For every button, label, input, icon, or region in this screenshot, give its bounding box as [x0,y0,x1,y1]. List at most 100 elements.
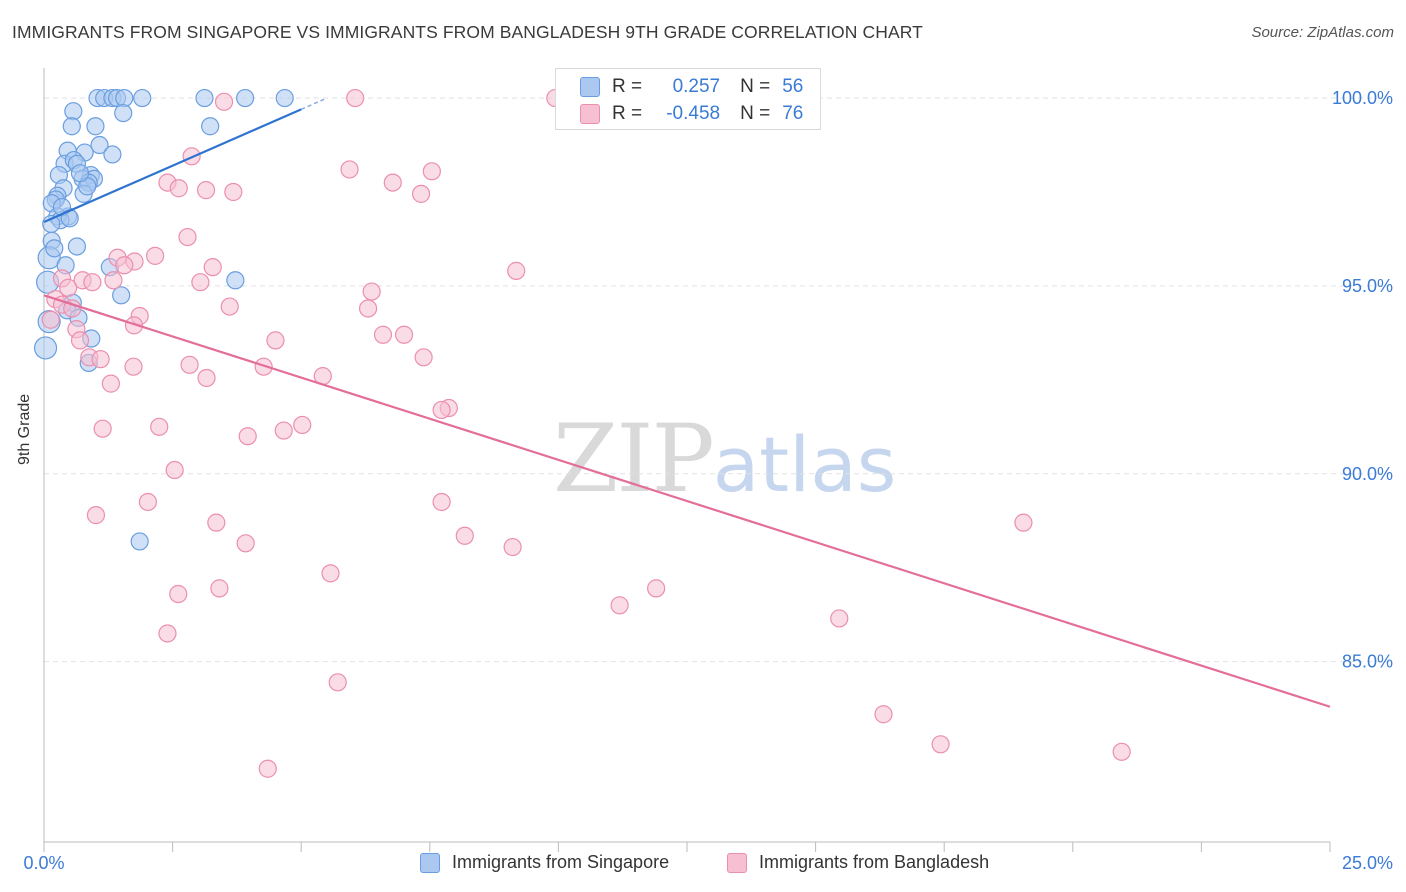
bangladesh-point [83,273,102,292]
singapore-point [86,117,105,136]
source-credit: Source: ZipAtlas.com [1251,24,1394,41]
bangladesh-swatch [727,852,747,873]
bangladesh-point [455,526,474,545]
legend-label: Immigrants from Singapore [452,852,670,872]
bangladesh-point [169,179,188,198]
bangladesh-point [91,350,110,369]
bangladesh-point [115,256,134,275]
singapore-point [133,88,152,108]
watermark-zip: ZIP [553,405,715,514]
bangladesh-point [1112,742,1131,761]
legend-item-singapore[interactable]: Immigrants from Singapore [420,852,669,873]
bangladesh-point [207,513,226,532]
bangladesh-point [41,310,60,329]
bangladesh-point [150,417,169,436]
bangladesh-point [180,355,199,374]
singapore-point [275,88,294,108]
singapore-point [114,103,133,123]
bangladesh-point [394,325,414,344]
bangladesh-point [432,492,451,512]
singapore-point [67,237,87,256]
singapore-point [64,102,83,121]
bangladesh-point [411,184,431,203]
n-value: 56 [782,76,804,97]
singapore-point [112,286,131,305]
bangladesh-point [178,227,197,247]
bangladesh-point [293,415,312,435]
singapore-swatch [580,77,600,97]
bangladesh-point [931,735,950,754]
bangladesh-point [138,492,158,512]
n-value: 76 [782,103,804,124]
r-label: R = [612,103,643,124]
watermark-atlas: atlas [712,420,897,509]
singapore-point [226,271,245,290]
bangladesh-point [191,273,210,292]
bangladesh-point [346,88,365,108]
bangladesh-point [59,278,78,297]
singapore-swatch [420,852,440,873]
bangladesh-point [422,162,441,181]
singapore-point [70,164,90,183]
bangladesh-point [362,282,381,301]
legend-label: Immigrants from Bangladesh [759,852,990,872]
bangladesh-point [165,460,184,480]
bottom-legend: Immigrants from Singapore Immigrants fro… [0,852,1406,878]
bangladesh-point [158,624,177,643]
bangladesh-point [224,182,243,202]
bangladesh-point [214,92,234,111]
bangladesh-point [236,534,255,553]
legend-item-bangladesh[interactable]: Immigrants from Bangladesh [727,852,989,873]
bangladesh-point [220,297,239,316]
bangladesh-point [101,374,120,393]
bangladesh-trend-line [43,294,1331,708]
bangladesh-point [383,173,402,192]
r-value: 0.257 [672,76,721,97]
bangladesh-point [830,609,849,628]
x-tick-label: 0.0% [23,853,64,873]
bangladesh-point [414,348,433,367]
stats-legend: R = 0.257 N = 56 R = -0.458 N = 76 [555,68,821,130]
bangladesh-point [146,246,165,265]
bangladesh-point [647,579,666,598]
bangladesh-point [169,584,188,604]
bangladesh-point [1014,513,1033,532]
bangladesh-point [93,419,112,438]
singapore-point [130,532,149,551]
bangladesh-point [196,181,216,200]
singapore-point [33,336,58,360]
singapore-point [201,117,220,136]
y-tick-label: 90.0% [1342,464,1393,484]
bangladesh-point [328,673,347,692]
singapore-trend-line [43,108,302,224]
bangladesh-point [358,299,378,318]
bangladesh-swatch [580,104,600,124]
bangladesh-point [874,705,893,724]
singapore-point [195,88,214,108]
bangladesh-point [266,331,285,350]
bangladesh-point [340,160,359,179]
watermark: ZIPatlas [553,405,896,514]
chart-title: IMMIGRANTS FROM SINGAPORE VS IMMIGRANTS … [12,22,923,42]
y-tick-label: 100.0% [1332,88,1393,108]
stats-row-bangladesh: R = -0.458 N = 76 [580,100,803,128]
bangladesh-point [124,357,143,376]
bangladesh-point [203,258,222,277]
x-tick-label: 25.0% [1342,853,1393,873]
bangladesh-point [63,299,82,318]
y-tick-label: 85.0% [1342,652,1393,672]
bangladesh-point [274,421,293,440]
bangladesh-point [210,579,229,598]
bangladesh-point [373,325,393,344]
bangladesh-point [507,261,526,280]
bangladesh-point [238,427,257,446]
n-label: N = [740,76,771,97]
r-label: R = [612,76,643,97]
bangladesh-point [86,506,106,525]
bangladesh-point [321,564,340,583]
bangladesh-point [124,316,144,335]
stats-row-singapore: R = 0.257 N = 56 [580,73,803,101]
bangladesh-point [104,271,123,290]
singapore-point [62,117,81,136]
